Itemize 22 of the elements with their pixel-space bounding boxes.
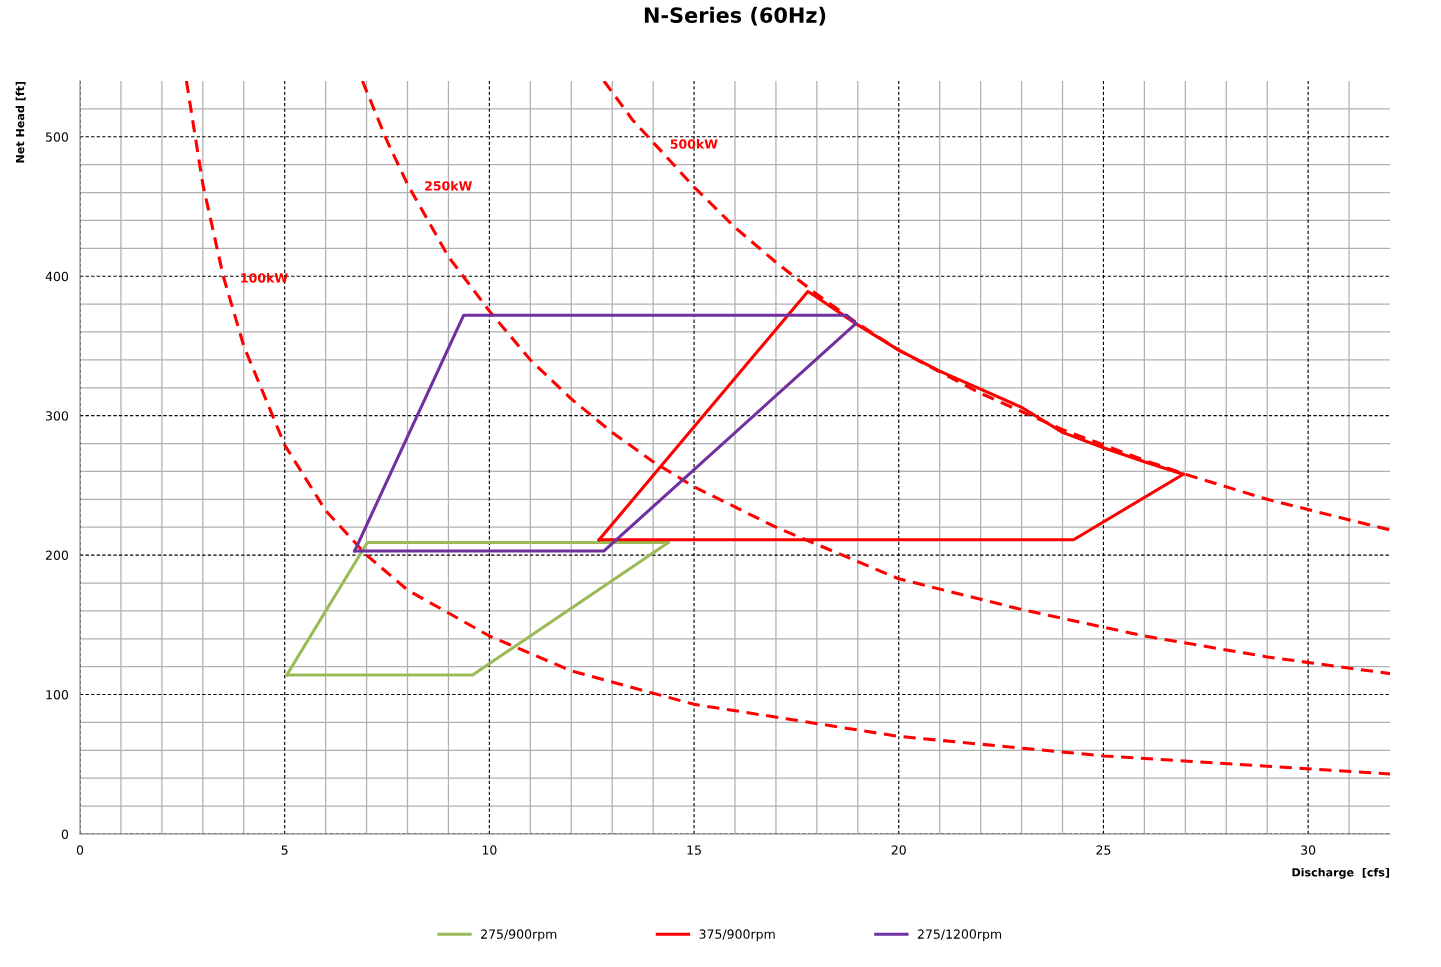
- x-tick-label: 25: [1096, 845, 1111, 855]
- x-tick-label: 10: [482, 845, 497, 855]
- y-tick-label: 500: [45, 132, 69, 142]
- chart-title: N-Series (60Hz): [644, 6, 826, 26]
- legend-label: 375/900rpm: [699, 929, 775, 942]
- y-tick-label: 100: [46, 690, 69, 700]
- legend-label: 275/1200rpm: [917, 929, 1002, 942]
- x-tick-label: 0: [76, 845, 84, 855]
- x-tick-label: 5: [281, 845, 288, 855]
- series-label: 100kW: [241, 272, 288, 283]
- series-label: 250kW: [425, 180, 472, 191]
- x-tick-label: 30: [1301, 845, 1316, 855]
- x-tick-label: 20: [891, 845, 906, 855]
- y-tick-label: 0: [61, 829, 69, 839]
- y-tick-label: 200: [45, 550, 69, 561]
- series-label: 500kW: [670, 139, 718, 149]
- x-axis-title: Discharge [cfs]: [1292, 867, 1390, 879]
- x-tick-label: 15: [687, 845, 701, 855]
- legend-label: 275/900rpm: [481, 929, 557, 942]
- y-tick-label: 300: [45, 411, 69, 421]
- y-axis-title: Net Head [ft]: [15, 81, 26, 163]
- y-tick-label: 400: [45, 271, 69, 282]
